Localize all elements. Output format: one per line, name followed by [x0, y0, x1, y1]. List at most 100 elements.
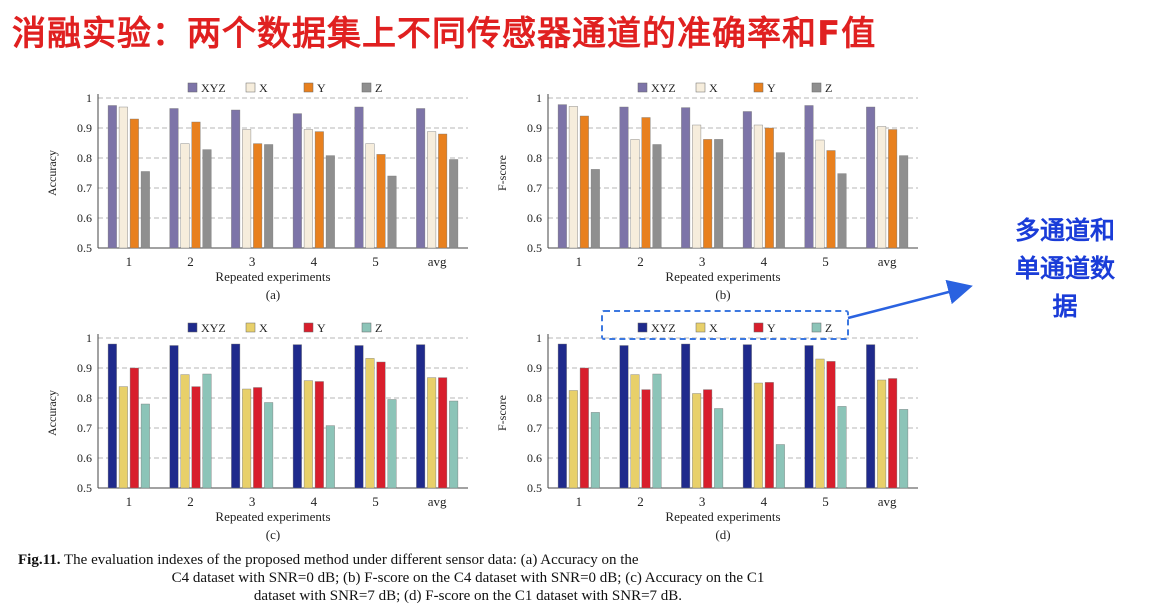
x-tick-label: 2 [187, 254, 194, 269]
bar-z [899, 155, 909, 249]
bar-y [253, 387, 263, 489]
legend-swatch [303, 322, 314, 333]
chart-panel-b: XYZ X Y Z 0.5 0.6 0.7 0.8 0.9 1 1 2 3 4 5 avg Repeated e… [486, 68, 926, 304]
legend-label: XYZ [201, 81, 226, 95]
bar-y [826, 150, 836, 249]
legend-swatch [637, 82, 648, 93]
x-tick-label: avg [428, 494, 447, 509]
legend-swatch [811, 82, 822, 93]
bar-x [427, 131, 437, 249]
legend-label: Y [767, 81, 776, 95]
y-tick-label: 0.8 [527, 151, 542, 165]
bar-z [202, 373, 212, 489]
legend-label: Z [375, 321, 382, 335]
bar-xyz [292, 113, 302, 249]
x-tick-label: 3 [699, 494, 706, 509]
side-note-line: 据 [1052, 292, 1078, 321]
x-tick-label: avg [428, 254, 447, 269]
y-axis-label: Accuracy [45, 150, 59, 196]
bar-x [568, 106, 578, 249]
legend-label: Z [825, 81, 832, 95]
legend-label: X [259, 321, 268, 335]
bar-z [202, 149, 212, 249]
bar-xyz [681, 107, 691, 249]
y-tick-label: 0.6 [527, 211, 542, 225]
bar-x [427, 377, 437, 489]
panel-label: (b) [715, 287, 730, 302]
bar-z [264, 144, 274, 249]
y-tick-label: 0.9 [77, 361, 92, 375]
chart-panel-c: XYZ X Y Z 0.5 0.6 0.7 0.8 0.9 1 1 2 3 4 5 avg Repeated e… [36, 308, 476, 544]
y-tick-label: 0.8 [77, 391, 92, 405]
bar-xyz [557, 104, 567, 249]
x-tick-label: 2 [637, 254, 644, 269]
bar-y [641, 389, 651, 489]
legend: XYZ X Y Z [637, 321, 832, 335]
bar-z [325, 425, 335, 489]
y-tick-label: 1 [536, 91, 542, 105]
bar-y [314, 131, 324, 249]
legend-label: Y [317, 321, 326, 335]
legend-swatch [303, 82, 314, 93]
bar-z [325, 155, 335, 249]
y-tick-label: 0.6 [77, 451, 92, 465]
legend-label: XYZ [651, 81, 676, 95]
y-tick-label: 0.7 [77, 421, 92, 435]
bar-x [877, 126, 887, 249]
bar-x [303, 129, 313, 249]
bar-z [714, 139, 724, 249]
legend-swatch [245, 82, 256, 93]
bar-y [579, 115, 589, 249]
side-note-line: 单通道数 [1014, 254, 1115, 283]
legend: XYZ X Y Z [637, 81, 832, 95]
x-tick-label: 2 [637, 494, 644, 509]
bar-y [703, 389, 713, 489]
legend-label: X [709, 321, 718, 335]
y-tick-label: 0.9 [77, 121, 92, 135]
legend-label: XYZ [201, 321, 226, 335]
caption-line-3: dataset with SNR=7 dB; (d) F-score on th… [253, 588, 683, 604]
bar-xyz [742, 111, 752, 249]
bar-x [568, 390, 578, 489]
bar-xyz [107, 105, 117, 249]
x-axis-label: Repeated experiments [665, 269, 780, 284]
bar-xyz [681, 343, 691, 489]
side-note: 多通道和 单通道数 据 [990, 212, 1140, 326]
bar-xyz [354, 106, 364, 249]
bar-xyz [231, 343, 241, 489]
y-tick-label: 0.6 [527, 451, 542, 465]
x-tick-label: 2 [187, 494, 194, 509]
x-tick-label: 4 [311, 254, 318, 269]
bar-x [692, 393, 702, 489]
bar-y [764, 382, 774, 489]
bar-x [303, 380, 313, 489]
bar-xyz [354, 345, 364, 489]
legend: XYZ X Y Z [187, 81, 382, 95]
bar-y [888, 129, 898, 249]
bar-xyz [742, 344, 752, 489]
bar-y [191, 121, 201, 249]
caption-line-1: The evaluation indexes of the proposed m… [60, 552, 639, 568]
x-tick-label: avg [878, 494, 897, 509]
bar-x [118, 386, 128, 489]
bar-x [365, 358, 375, 489]
bar-y [703, 139, 713, 249]
x-tick-label: 3 [249, 494, 256, 509]
bar-x [630, 374, 640, 489]
y-tick-label: 0.6 [77, 211, 92, 225]
y-tick-label: 1 [536, 331, 542, 345]
x-tick-label: 3 [699, 254, 706, 269]
bar-y [129, 367, 139, 489]
legend-label: Y [317, 81, 326, 95]
panel-label: (d) [715, 527, 730, 542]
y-axis-label: F-score [495, 395, 509, 431]
y-tick-label: 0.5 [527, 241, 542, 255]
bar-x [242, 129, 252, 249]
y-tick-label: 0.5 [77, 481, 92, 495]
bar-xyz [416, 344, 426, 489]
x-tick-label: 5 [822, 254, 829, 269]
panel-label: (c) [266, 527, 280, 542]
legend: XYZ X Y Z [187, 321, 382, 335]
